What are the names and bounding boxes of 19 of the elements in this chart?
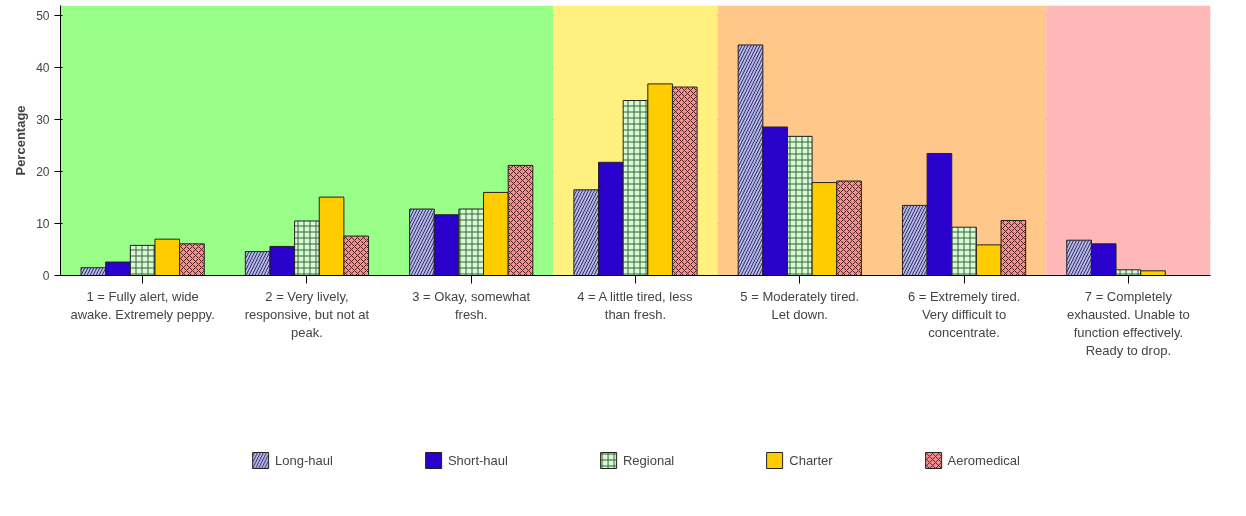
x-tick-label: 5 = Moderately tired. Let down. bbox=[740, 288, 860, 322]
legend-label: Long-haul bbox=[275, 452, 333, 468]
legend-label: Short-haul bbox=[447, 452, 508, 468]
legend-label: Charter bbox=[789, 452, 833, 468]
y-tick-label: 40 bbox=[36, 61, 50, 76]
y-tick-label: 10 bbox=[36, 217, 50, 232]
y-tick-label: 50 bbox=[36, 9, 50, 24]
y-axis-title: Percentage bbox=[13, 105, 29, 176]
x-tick-label: 4 = A little tired, less than fresh. bbox=[577, 288, 693, 322]
x-tick-label: 1 = Fully alert, wide awake. Extremely peppy. bbox=[70, 288, 215, 322]
legend-label: Regional bbox=[622, 452, 675, 468]
y-tick-label: 20 bbox=[36, 165, 50, 180]
y-tick-label: 0 bbox=[42, 269, 50, 283]
y-tick-label: 30 bbox=[36, 113, 50, 128]
x-tick-label: 3 = Okay, somewhat fresh. bbox=[412, 288, 531, 322]
legend-label: Aeromedical bbox=[947, 452, 1020, 468]
x-tick-label: 6 = Extremely tired. Very difficult to concentrate. bbox=[907, 288, 1021, 340]
x-tick-label: 2 = Very lively, responsive, but not at peak. bbox=[244, 288, 370, 340]
x-tick-label: 7 = Completely exhausted. Unable to function effectively. Ready to drop. bbox=[1066, 288, 1190, 358]
